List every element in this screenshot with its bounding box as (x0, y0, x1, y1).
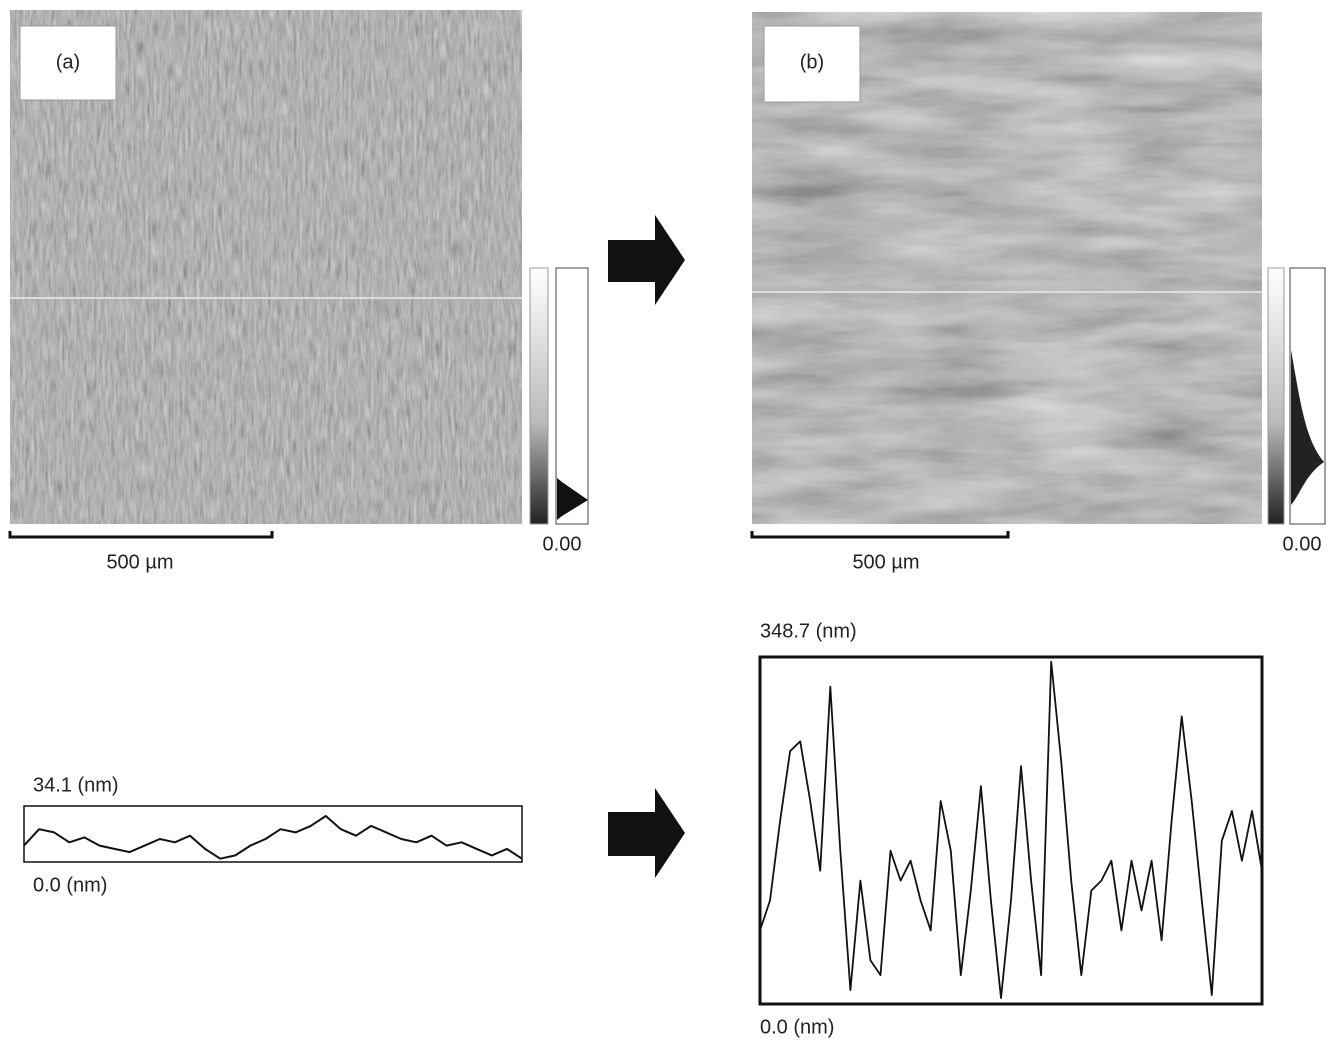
scale-label: 500 µm (106, 551, 173, 573)
scale-bar (8, 531, 274, 539)
arrow (608, 215, 685, 305)
colorbar-min: 0.00 (543, 533, 582, 555)
colorbar-min: 0.00 (1283, 533, 1322, 555)
panel-label: (a) (56, 51, 80, 73)
height-profile (23, 815, 523, 860)
scale-bar (750, 531, 1010, 539)
label-box (19, 25, 117, 101)
y-tick-label: 34.1 (nm) (33, 774, 119, 796)
label-box (763, 25, 861, 103)
histogram-box (555, 267, 589, 525)
y-tick-label: 348.7 (nm) (760, 620, 857, 642)
color-bar (1267, 267, 1285, 525)
histogram (1291, 350, 1324, 505)
panel-label: (b) (800, 51, 824, 73)
y-tick-label: 0.0 (nm) (33, 874, 107, 896)
y-tick-label: 0.0 (nm) (760, 1016, 834, 1038)
height-profile (759, 660, 1263, 999)
arrow (608, 788, 685, 878)
scale-label: 500 µm (852, 551, 919, 573)
profile-frame (758, 655, 1264, 1006)
histogram (557, 478, 588, 520)
color-bar (529, 267, 549, 525)
